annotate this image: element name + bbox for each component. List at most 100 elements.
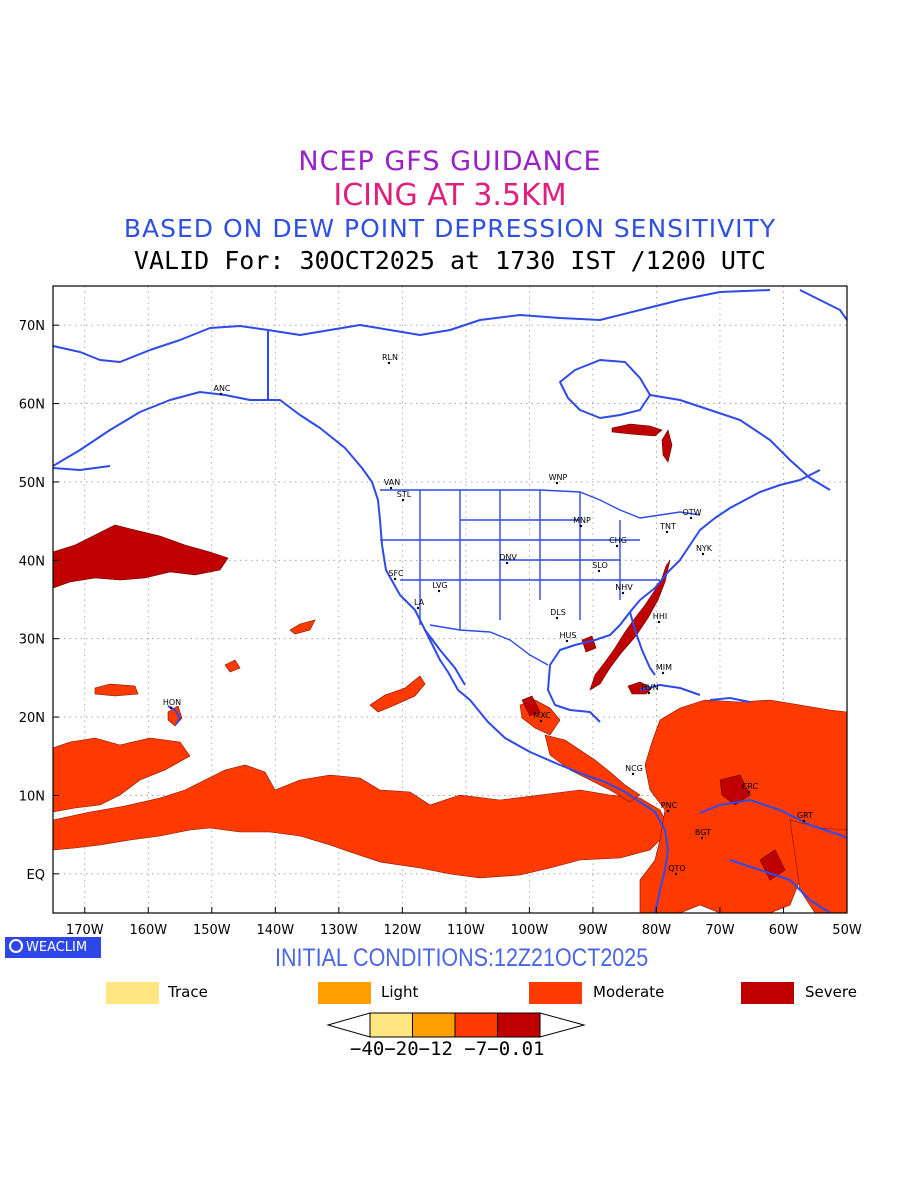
station-dot bbox=[674, 872, 678, 876]
colorbar-segment bbox=[497, 1012, 541, 1038]
initial-conditions-label: INITIAL CONDITIONS:12Z21OCT2025 bbox=[275, 944, 649, 972]
station-dot bbox=[565, 639, 569, 643]
station-label-van: VAN bbox=[384, 478, 400, 487]
colorbar-right-arrow bbox=[539, 1012, 586, 1038]
moderate-small-patch-b bbox=[224, 659, 241, 673]
lon-tick-label: 70W bbox=[705, 923, 735, 938]
severe-florida-patch bbox=[627, 681, 653, 695]
station-dot bbox=[701, 552, 705, 556]
station-label-rln: RLN bbox=[382, 353, 398, 362]
us-canada-border bbox=[380, 489, 701, 519]
moderate-band-pacific-east bbox=[53, 737, 191, 813]
lat-tick-label: 20N bbox=[19, 711, 45, 726]
legend-label-moderate: Moderate bbox=[593, 983, 665, 1001]
state-lines-1 bbox=[419, 490, 621, 630]
station-labels: ANC HON VAN STL SFC LVG LA DNV WNP MNP CHG SLO DLS HU… bbox=[163, 353, 813, 876]
colorbar-segment bbox=[412, 1012, 456, 1038]
station-label-bgt: BGT bbox=[695, 828, 711, 837]
severe-sa-speck bbox=[719, 774, 751, 806]
station-label-tnt: TNT bbox=[659, 522, 676, 531]
lat-tick-label: 70N bbox=[19, 319, 45, 334]
axis-ticks: 70N 60N 50N 40N 30N 20N 10N EQ 170W 160W 150W 140W 1… bbox=[19, 319, 862, 938]
colorbar-labels: −40−20−12 −7−0.01 bbox=[350, 1038, 545, 1060]
station-dot bbox=[665, 530, 669, 534]
lon-tick-label: 160W bbox=[129, 923, 167, 938]
legend-swatch-severe bbox=[741, 982, 794, 1004]
station-dot bbox=[661, 671, 665, 675]
badge-label: WEACLIM bbox=[26, 940, 88, 955]
station-dot bbox=[597, 569, 601, 573]
station-dot bbox=[621, 591, 625, 595]
legend-swatch-moderate bbox=[529, 982, 582, 1004]
florida bbox=[629, 611, 656, 676]
station-label-nyk: NYK bbox=[696, 544, 713, 553]
station-dot bbox=[505, 561, 509, 565]
title-line-2: ICING AT 3.5KM bbox=[333, 178, 567, 213]
legend-label-severe: Severe bbox=[805, 983, 857, 1001]
title-line-3: BASED ON DEW POINT DEPRESSION SENSITIVIT… bbox=[123, 214, 777, 243]
valid-time-line: VALID For: 30OCT2025 at 1730 IST /1200 U… bbox=[133, 246, 767, 275]
lon-tick-label: 150W bbox=[193, 923, 231, 938]
map-content: ANC HON VAN STL SFC LVG LA DNV WNP MNP CHG SLO DLS HU… bbox=[53, 289, 847, 913]
station-label-chg: CHG bbox=[609, 536, 627, 545]
legend-label-trace: Trace bbox=[168, 983, 208, 1001]
arctic-coast bbox=[267, 289, 771, 336]
station-label-pnc: PNC bbox=[661, 801, 678, 810]
legend-label-light: Light bbox=[381, 983, 419, 1001]
moderate-band-west-pacific-north bbox=[94, 683, 139, 697]
station-dot bbox=[387, 361, 391, 365]
lon-tick-label: 90W bbox=[578, 923, 608, 938]
lon-tick-label: 140W bbox=[256, 923, 294, 938]
lon-tick-label: 100W bbox=[511, 923, 549, 938]
alaska-coast bbox=[53, 325, 373, 483]
south-america-coast bbox=[699, 799, 847, 839]
station-dot bbox=[401, 498, 405, 502]
south-america-interior bbox=[729, 859, 831, 913]
moderate-small-patch-a bbox=[289, 619, 316, 635]
station-label-dls: DLS bbox=[550, 608, 566, 617]
baja bbox=[424, 629, 466, 686]
aleutians bbox=[53, 465, 111, 471]
weaclim-badge[interactable]: WEACLIM bbox=[5, 937, 101, 958]
circle-logo-icon bbox=[9, 939, 23, 953]
title-line-1: NCEP GFS GUIDANCE bbox=[298, 146, 602, 177]
caribbean-cuba bbox=[639, 684, 701, 696]
station-label-hon: HON bbox=[163, 698, 181, 707]
alaska-south-coast bbox=[53, 391, 268, 467]
lat-tick-label: 40N bbox=[19, 554, 45, 569]
station-label-dnv: DNV bbox=[499, 553, 517, 562]
east-coast bbox=[639, 469, 821, 601]
greenland bbox=[799, 289, 847, 321]
station-dot bbox=[700, 836, 704, 840]
lon-tick-label: 50W bbox=[832, 923, 862, 938]
station-dot bbox=[657, 620, 661, 624]
severe-great-lakes-streak bbox=[611, 423, 663, 437]
station-label-otw: OTW bbox=[682, 508, 701, 517]
station-label-nhv: NHV bbox=[615, 583, 633, 592]
gulf-coast bbox=[547, 599, 641, 723]
coastlines bbox=[53, 289, 847, 913]
labrador-coast bbox=[649, 394, 831, 491]
hispaniola bbox=[709, 697, 751, 703]
station-dot bbox=[579, 524, 583, 528]
station-dot bbox=[555, 616, 559, 620]
station-dot bbox=[393, 577, 397, 581]
lat-tick-label: 30N bbox=[19, 633, 45, 648]
station-dot bbox=[689, 516, 693, 520]
lon-tick-label: 170W bbox=[66, 923, 104, 938]
station-label-la: LA bbox=[414, 598, 425, 607]
icing-moderate-areas bbox=[53, 619, 847, 913]
lat-tick-label: 10N bbox=[19, 789, 45, 804]
legend-swatch-light bbox=[318, 982, 371, 1004]
colorbar-segment bbox=[454, 1012, 498, 1038]
west-coast bbox=[371, 481, 669, 913]
station-label-ncg: NCG bbox=[625, 764, 643, 773]
hudson-bay bbox=[559, 359, 651, 419]
station-dot bbox=[416, 606, 420, 610]
station-label-stl: STL bbox=[397, 490, 412, 499]
station-label-mim: MIM bbox=[656, 663, 672, 672]
icing-severe-areas bbox=[53, 423, 786, 881]
legend-swatch-trace bbox=[106, 982, 159, 1004]
moderate-eastern-pacific-streak bbox=[369, 675, 426, 713]
station-dot bbox=[615, 544, 619, 548]
